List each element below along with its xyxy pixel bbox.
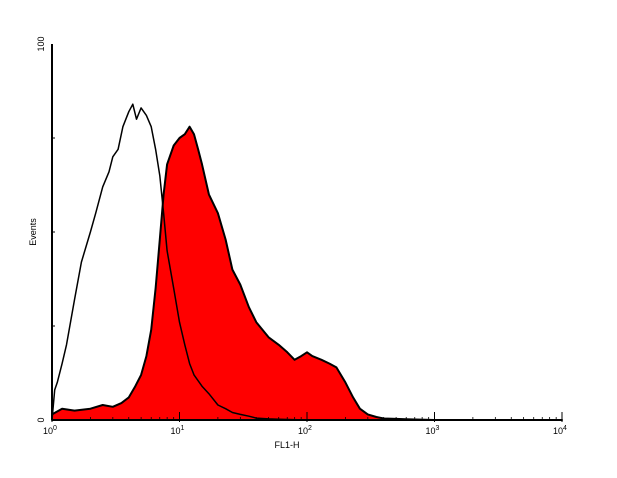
x-tick-label-0: 100 [43,425,57,436]
y-axis-title: Events [28,218,38,246]
y-tick-label-0: 0 [36,417,46,422]
x-tick-label-3: 103 [426,425,440,436]
x-tick-label-2: 102 [298,425,312,436]
x-axis-title: FL1-H [274,440,299,450]
series-0-filled-histogram [51,125,563,421]
y-tick-label-1: 100 [36,36,46,51]
series-layer [51,103,563,421]
x-axis-ticks: 100 101 102 103 104 [43,412,567,436]
x-tick-label-4: 104 [553,425,567,436]
series-1-outline-histogram [51,103,562,421]
x-tick-label-1: 101 [171,425,185,436]
y-axis-ticks: 0 100 [36,36,55,423]
